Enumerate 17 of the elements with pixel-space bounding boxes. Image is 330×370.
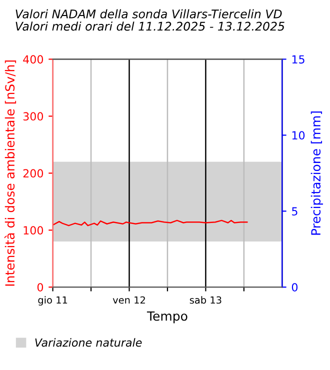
y2-tick-label: 10: [292, 131, 305, 140]
y2-tick-label: 0: [292, 283, 298, 292]
x-tick-label: gio 11: [38, 296, 68, 306]
y-tick-label: 0: [37, 283, 44, 292]
y-tick-label: 300: [23, 112, 44, 121]
x-tick-label: ven 12: [112, 296, 145, 304]
x-tick-label: sab 13: [190, 296, 222, 304]
y-tick-label: 400: [23, 55, 44, 64]
y-axis-title: Intensità di dose ambientale [nSv/h]: [4, 60, 16, 286]
chart-title: Valori NADAM della sonda Villars-Tiercelin VD Valori medi orari del 11.12.2025 - 13.12.2025: [16, 9, 284, 31]
y2-tick-label: 5: [292, 207, 298, 216]
y-tick-label: 100: [24, 226, 44, 235]
legend-label: Variazione naturale: [35, 338, 142, 347]
y2-axis-title: Precipitazione [mm]: [310, 111, 323, 235]
x-axis-title: Tempo: [146, 311, 188, 324]
y2-tick-label: 15: [292, 55, 304, 64]
y-tick-label: 200: [23, 169, 44, 178]
